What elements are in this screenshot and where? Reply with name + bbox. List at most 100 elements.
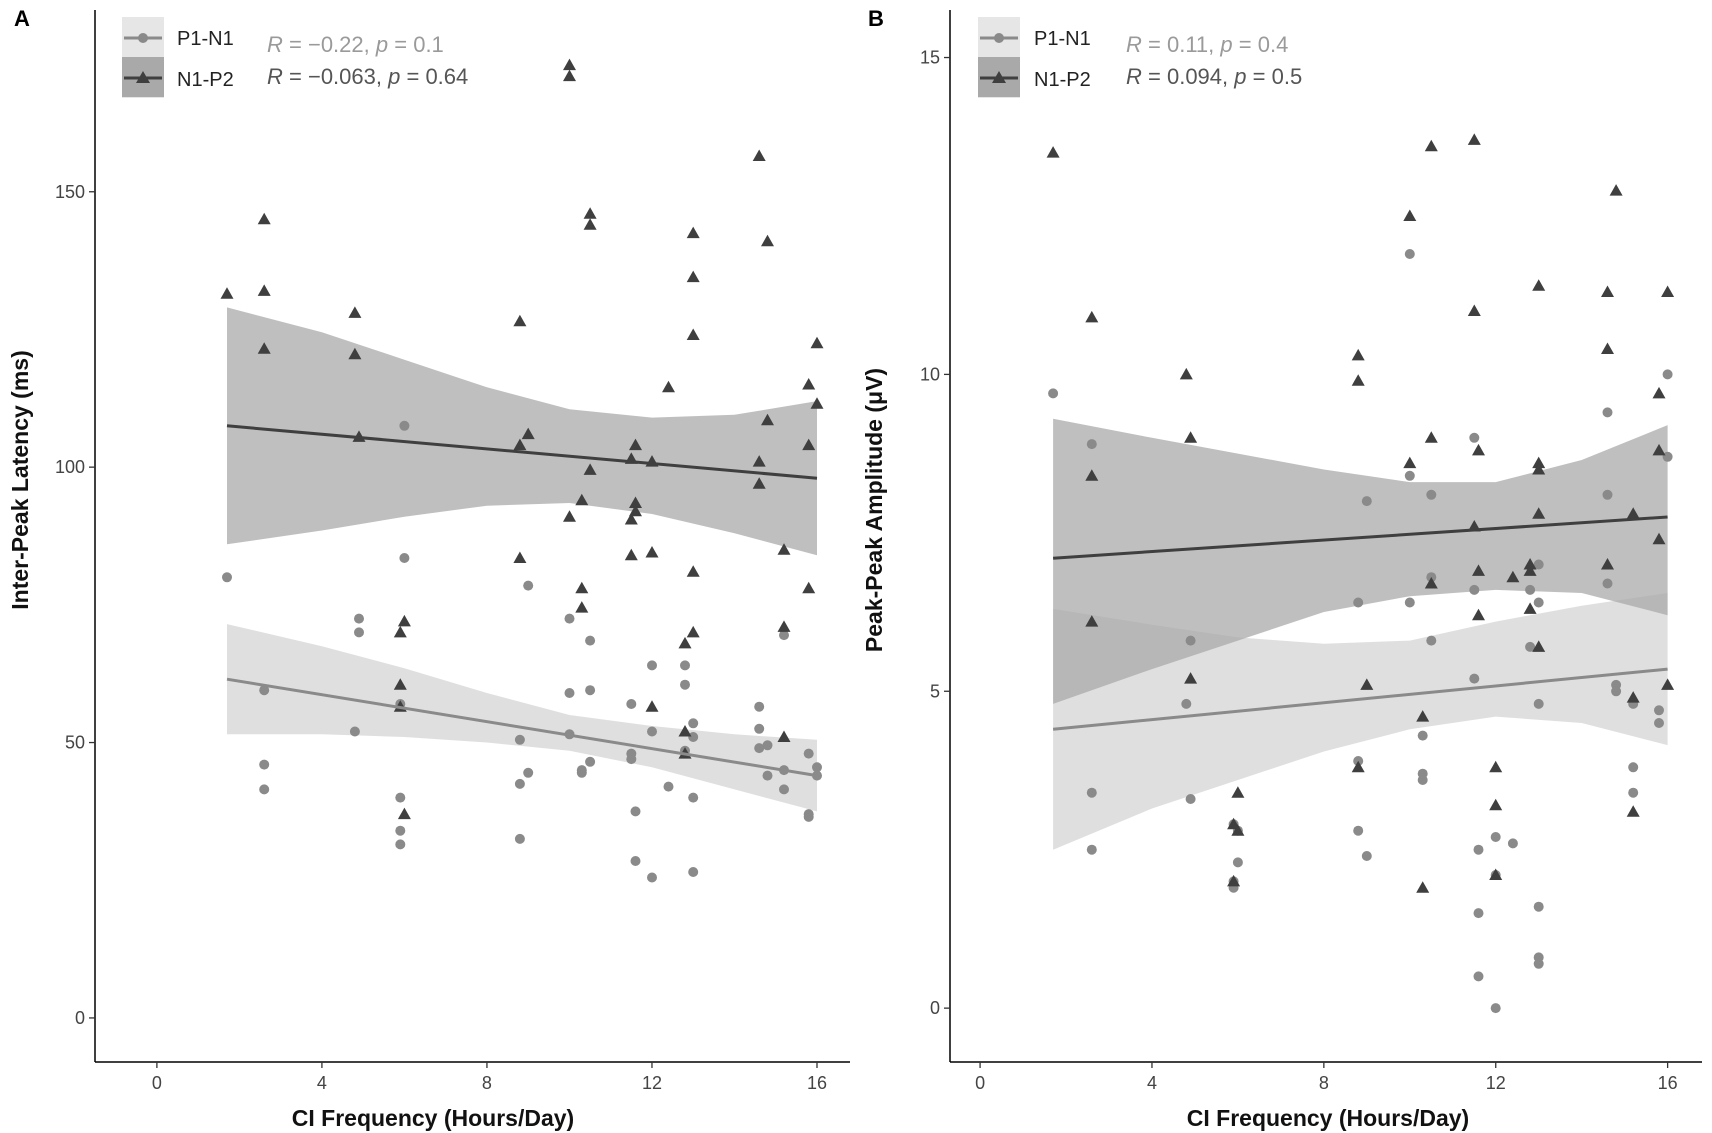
data-point-n1-p2 — [645, 700, 659, 712]
data-point-n1-p2 — [583, 463, 597, 475]
data-point-n1-p2 — [1626, 691, 1640, 703]
legend-triangle-icon — [992, 71, 1006, 83]
data-point-n1-p2 — [1601, 342, 1614, 354]
data-point-n1-p2 — [1652, 443, 1666, 456]
data-point-n1-p2 — [1227, 874, 1241, 887]
data-point-n1-p2 — [777, 730, 791, 742]
data-point-p1-n1 — [222, 572, 232, 583]
data-point-n1-p2 — [513, 438, 527, 451]
data-point-n1-p2 — [629, 438, 642, 451]
y-axis-title: Peak-Peak Amplitude (μV) — [861, 368, 887, 652]
data-point-p1-n1 — [1185, 635, 1196, 646]
data-point-n1-p2 — [1231, 824, 1245, 836]
y-tick-label: 0 — [930, 998, 940, 1018]
data-point-p1-n1 — [1533, 597, 1544, 608]
x-axis-title: CI Frequency (Hours/Day) — [292, 1105, 574, 1131]
data-point-n1-p2 — [1472, 443, 1485, 456]
data-point-n1-p2 — [1523, 564, 1537, 576]
data-point-n1-p2 — [1489, 798, 1503, 811]
x-tick-label: 8 — [482, 1073, 492, 1093]
data-point-p1-n1 — [1611, 686, 1622, 697]
x-tick-label: 12 — [1486, 1073, 1506, 1093]
data-point-n1-p2 — [686, 565, 700, 577]
data-point-n1-p2 — [257, 342, 271, 354]
data-point-n1-p2 — [1601, 558, 1614, 570]
data-point-n1-p2 — [1403, 456, 1417, 469]
data-point-n1-p2 — [1609, 184, 1623, 196]
data-point-p1-n1 — [754, 743, 765, 754]
data-point-p1-n1 — [630, 856, 641, 866]
data-point-n1-p2 — [752, 149, 766, 161]
regression-line-p1-n1 — [226, 677, 818, 778]
data-point-n1-p2 — [1661, 285, 1675, 297]
data-point-p1-n1 — [585, 685, 596, 696]
data-point-p1-n1 — [1426, 489, 1437, 500]
data-point-p1-n1 — [803, 748, 814, 759]
data-point-p1-n1 — [762, 770, 773, 781]
data-point-p1-n1 — [349, 726, 360, 737]
data-point-n1-p2 — [397, 614, 411, 627]
data-point-p1-n1 — [399, 553, 410, 563]
x-tick-label: 12 — [642, 1073, 662, 1093]
data-point-n1-p2 — [1506, 570, 1520, 583]
data-point-n1-p2 — [220, 287, 234, 299]
data-point-p1-n1 — [395, 839, 406, 850]
data-point-n1-p2 — [575, 601, 589, 613]
data-point-p1-n1 — [564, 613, 575, 624]
stat-annotation-n1p2: R = 0.094, p = 0.5 — [1126, 64, 1302, 89]
data-point-p1-n1 — [514, 734, 525, 745]
data-point-p1-n1 — [779, 784, 789, 795]
data-point-n1-p2 — [645, 546, 659, 558]
data-point-n1-p2 — [583, 207, 597, 219]
data-point-n1-p2 — [393, 625, 407, 638]
data-point-n1-p2 — [1085, 615, 1099, 627]
data-point-n1-p2 — [761, 413, 774, 426]
data-point-p1-n1 — [1654, 718, 1664, 728]
data-point-p1-n1 — [803, 811, 814, 822]
data-point-n1-p2 — [513, 551, 527, 563]
data-point-p1-n1 — [1602, 489, 1613, 500]
data-point-p1-n1 — [647, 872, 657, 883]
x-tick-label: 8 — [1319, 1073, 1329, 1093]
panel-b-letter: B — [868, 6, 884, 31]
data-point-p1-n1 — [1417, 775, 1428, 785]
data-point-p1-n1 — [399, 420, 410, 431]
data-point-p1-n1 — [1525, 584, 1536, 595]
data-point-n1-p2 — [397, 807, 411, 820]
data-point-p1-n1 — [1469, 673, 1480, 684]
data-point-p1-n1 — [1473, 844, 1484, 855]
x-tick-label: 4 — [1147, 1073, 1157, 1093]
data-point-p1-n1 — [1602, 578, 1613, 589]
data-point-p1-n1 — [514, 778, 525, 789]
data-point-n1-p2 — [583, 218, 597, 230]
data-point-n1-p2 — [1489, 760, 1503, 773]
y-tick-label: 50 — [65, 733, 85, 753]
y-tick-label: 150 — [55, 182, 85, 202]
data-point-n1-p2 — [802, 378, 816, 390]
panel-b-legend: P1-N1 N1-P2 R = 0.11, p = 0.4 R = 0.094,… — [978, 17, 1302, 98]
stat-annotation-p1n1: R = −0.22, p = 0.1 — [267, 32, 444, 57]
y-tick-label: 15 — [920, 48, 940, 68]
data-point-n1-p2 — [348, 347, 362, 360]
data-point-n1-p2 — [1184, 672, 1198, 684]
data-point-n1-p2 — [1532, 640, 1546, 652]
data-point-p1-n1 — [647, 660, 657, 671]
data-point-n1-p2 — [629, 496, 642, 508]
data-point-n1-p2 — [802, 581, 816, 594]
data-point-n1-p2 — [257, 212, 271, 225]
data-point-n1-p2 — [1424, 139, 1438, 152]
data-point-p1-n1 — [1533, 901, 1544, 912]
legend-label-p1n1: P1-N1 — [177, 28, 234, 50]
y-axis-title: Inter-Peak Latency (ms) — [7, 350, 33, 609]
data-point-p1-n1 — [1628, 787, 1639, 798]
data-point-p1-n1 — [259, 759, 270, 770]
data-point-p1-n1 — [523, 580, 534, 591]
data-point-n1-p2 — [257, 284, 271, 296]
data-point-p1-n1 — [354, 613, 364, 624]
regression-line-n1-p2 — [1052, 515, 1668, 560]
data-point-n1-p2 — [686, 625, 700, 638]
data-point-n1-p2 — [575, 581, 589, 594]
data-point-n1-p2 — [624, 548, 638, 561]
data-point-p1-n1 — [630, 806, 641, 817]
data-point-p1-n1 — [1525, 641, 1536, 652]
